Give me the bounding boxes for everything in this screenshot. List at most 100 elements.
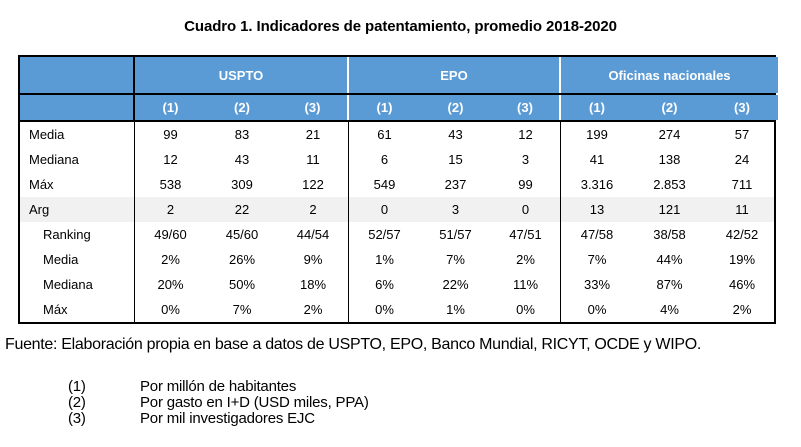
- subheader-cell: (1): [561, 95, 633, 120]
- footnote-number: (1): [68, 378, 86, 395]
- cell-value: 2%: [732, 302, 752, 317]
- cell-value: 43: [234, 152, 250, 167]
- row-label: Media: [20, 247, 135, 272]
- cell-value: 33%: [583, 277, 611, 292]
- cell-value: 26%: [228, 252, 256, 267]
- table-row-mediana: Mediana 12 43 11 6 15 3 41 138 24: [20, 147, 774, 172]
- footnote-number: (3): [68, 410, 86, 427]
- cell-value: 2.853: [653, 177, 686, 192]
- row-label: Máx: [20, 297, 135, 322]
- corner-blank-cell: [20, 57, 135, 93]
- row-label: Mediana: [20, 147, 135, 172]
- cell-value: 0%: [375, 302, 394, 317]
- cell-value: 199: [586, 127, 608, 142]
- cell-value: 83: [234, 127, 250, 142]
- table-row-mediana-pct: Mediana 20% 50% 18% 6% 22% 11% 33% 87% 4…: [20, 272, 774, 297]
- table-row-media-pct: Media 2% 26% 9% 1% 7% 2% 7% 44% 19%: [20, 247, 774, 272]
- table-title: Cuadro 1. Indicadores de patentamiento, …: [184, 18, 617, 35]
- subheader-cell: (2): [633, 95, 706, 120]
- cell-value: 20%: [157, 277, 184, 292]
- cell-value: 0: [380, 202, 389, 217]
- cell-value: 2%: [161, 252, 180, 267]
- cell-value: 38/58: [653, 227, 686, 242]
- cell-value: 3.316: [580, 177, 614, 192]
- table-row-max-pct: Máx 0% 7% 2% 0% 1% 0% 0% 4% 2%: [20, 297, 774, 322]
- cell-value: 13: [589, 202, 605, 217]
- cell-value: 99: [491, 172, 561, 197]
- cell-value: 47/51: [491, 222, 561, 247]
- cell-value: 44%: [656, 252, 683, 267]
- table-row-arg: Arg 2 22 2 0 3 0 13 121 11: [20, 197, 774, 222]
- cell-value: 538: [159, 177, 182, 192]
- cell-value: 2%: [491, 247, 561, 272]
- table-row-ranking: Ranking 49/60 45/60 44/54 52/57 51/57 47…: [20, 222, 774, 247]
- cell-value: 18%: [278, 272, 349, 297]
- footnote-text: Por gasto en I+D (USD miles, PPA): [140, 394, 369, 411]
- cell-value: 11%: [491, 272, 561, 297]
- cell-value: 21: [278, 122, 349, 147]
- cell-value: 50%: [228, 277, 256, 292]
- cell-value: 19%: [728, 252, 756, 267]
- patent-indicators-table: USPTO EPO Oficinas nacionales (1) (2) (3…: [18, 55, 778, 324]
- cell-value: 138: [658, 152, 681, 167]
- group-header-row: USPTO EPO Oficinas nacionales: [20, 57, 778, 95]
- cell-value: 2: [278, 197, 349, 222]
- row-label: Máx: [20, 172, 135, 197]
- cell-value: 4%: [660, 302, 679, 317]
- cell-value: 2%: [278, 297, 349, 322]
- row-label: Ranking: [20, 222, 135, 247]
- cell-value: 61: [377, 127, 392, 142]
- subheader-row: (1) (2) (3) (1) (2) (3) (1) (2) (3): [20, 95, 778, 122]
- table-row-max: Máx 538 309 122 549 237 99 3.316 2.853 7…: [20, 172, 774, 197]
- subheader-cell: (2): [420, 95, 491, 120]
- cell-value: 57: [734, 127, 750, 142]
- row-label: Media: [20, 122, 135, 147]
- cell-value: 9%: [278, 247, 349, 272]
- cell-value: 99: [163, 127, 178, 142]
- cell-value: 22%: [442, 277, 469, 292]
- cell-value: 11: [735, 202, 749, 217]
- cell-value: 1%: [446, 302, 465, 317]
- subheader-cell: (1): [349, 95, 420, 120]
- source-note: Fuente: Elaboración propia en base a dat…: [5, 336, 702, 353]
- subheader-cell: (3): [278, 95, 349, 120]
- subheader-cell: (3): [706, 95, 778, 120]
- cell-value: 43: [448, 127, 463, 142]
- cell-value: 0%: [161, 302, 180, 317]
- cell-value: 15: [448, 152, 463, 167]
- footnote-text: Por mil investigadores EJC: [140, 410, 315, 427]
- table-row-media: Media 99 83 21 61 43 12 199 274 57: [20, 122, 774, 147]
- cell-value: 0%: [587, 302, 607, 317]
- corner-blank-cell-2: [20, 95, 135, 120]
- row-label: Mediana: [20, 272, 135, 297]
- group-header-epo: EPO: [349, 57, 561, 93]
- cell-value: 47/58: [580, 227, 614, 242]
- cell-value: 42/52: [725, 227, 759, 242]
- cell-value: 309: [231, 177, 253, 192]
- cell-value: 45/60: [225, 227, 259, 242]
- cell-value: 237: [444, 177, 467, 192]
- footnote-number: (2): [68, 394, 86, 411]
- cell-value: 51/57: [439, 227, 472, 242]
- cell-value: 7%: [446, 252, 465, 267]
- cell-value: 41: [589, 152, 605, 167]
- row-label: Arg: [20, 197, 135, 222]
- cell-value: 7%: [232, 302, 252, 317]
- cell-value: 122: [278, 172, 349, 197]
- cell-value: 44/54: [278, 222, 349, 247]
- cell-value: 3: [451, 202, 460, 217]
- cell-value: 0%: [491, 297, 561, 322]
- cell-value: 711: [731, 177, 753, 192]
- cell-value: 3: [491, 147, 561, 172]
- cell-value: 2: [166, 202, 175, 217]
- subheader-cell: (1): [135, 95, 206, 120]
- cell-value: 274: [658, 127, 681, 142]
- cell-value: 46%: [728, 277, 756, 292]
- cell-value: 121: [658, 202, 681, 217]
- cell-value: 12: [491, 122, 561, 147]
- footnote-text: Por millón de habitantes: [140, 378, 297, 395]
- cell-value: 6: [380, 152, 389, 167]
- cell-value: 49/60: [154, 227, 187, 242]
- cell-value: 22: [234, 202, 250, 217]
